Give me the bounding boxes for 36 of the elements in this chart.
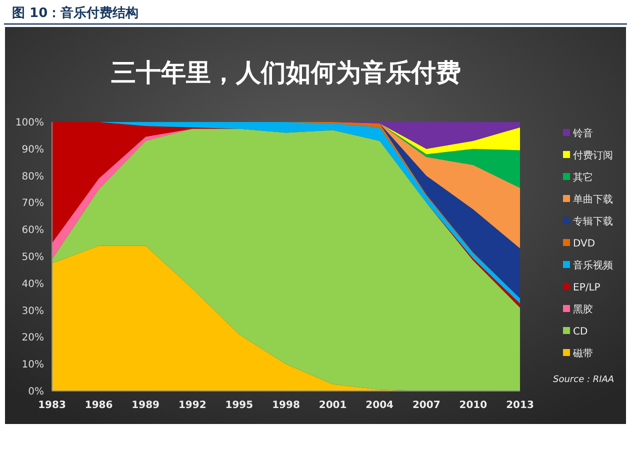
x-tick-label: 2001	[318, 400, 347, 411]
y-tick-label: 90%	[22, 144, 44, 156]
source-note: Source : RIAA	[553, 375, 614, 385]
x-tick-label: 1995	[225, 400, 254, 411]
x-tick-label: 1998	[272, 400, 300, 411]
legend-label: 黑胶	[573, 304, 593, 316]
y-tick-label: 20%	[22, 332, 44, 344]
legend-label: DVD	[573, 238, 596, 250]
y-tick-label: 60%	[22, 225, 44, 236]
y-tick-label: 30%	[22, 306, 44, 317]
x-tick-label: 1992	[178, 400, 206, 411]
x-tick-label: 2004	[366, 400, 394, 411]
legend-label: 付费订阅	[573, 150, 613, 162]
x-tick-label: 2010	[459, 400, 488, 411]
y-tick-label: 0%	[28, 386, 44, 398]
y-tick-label: 50%	[22, 252, 44, 263]
chart-subtitle: 三十年里，人们如何为音乐付费	[111, 58, 461, 87]
x-tick-label: 2013	[506, 400, 534, 411]
chart-title: 图 10：音乐付费结构	[12, 5, 139, 21]
legend-label: 专辑下载	[573, 216, 613, 228]
legend-label: 音乐视频	[573, 260, 613, 272]
legend-label: 其它	[573, 172, 593, 184]
y-tick-label: 10%	[22, 360, 44, 371]
y-tick-label: 100%	[15, 118, 44, 128]
legend-label: 单曲下载	[573, 194, 613, 206]
x-tick-label: 1989	[132, 400, 160, 411]
legend-label: CD	[573, 326, 588, 338]
x-tick-label: 1986	[84, 400, 113, 411]
y-tick-label: 80%	[22, 171, 44, 182]
legend-label: EP/LP	[573, 282, 600, 294]
legend-label: 磁带	[572, 348, 593, 360]
x-tick-label: 2007	[412, 400, 440, 411]
y-tick-label: 40%	[22, 278, 44, 290]
y-tick-label: 70%	[22, 198, 44, 210]
legend-label: 铃音	[572, 128, 593, 140]
x-tick-label: 1983	[38, 400, 66, 411]
